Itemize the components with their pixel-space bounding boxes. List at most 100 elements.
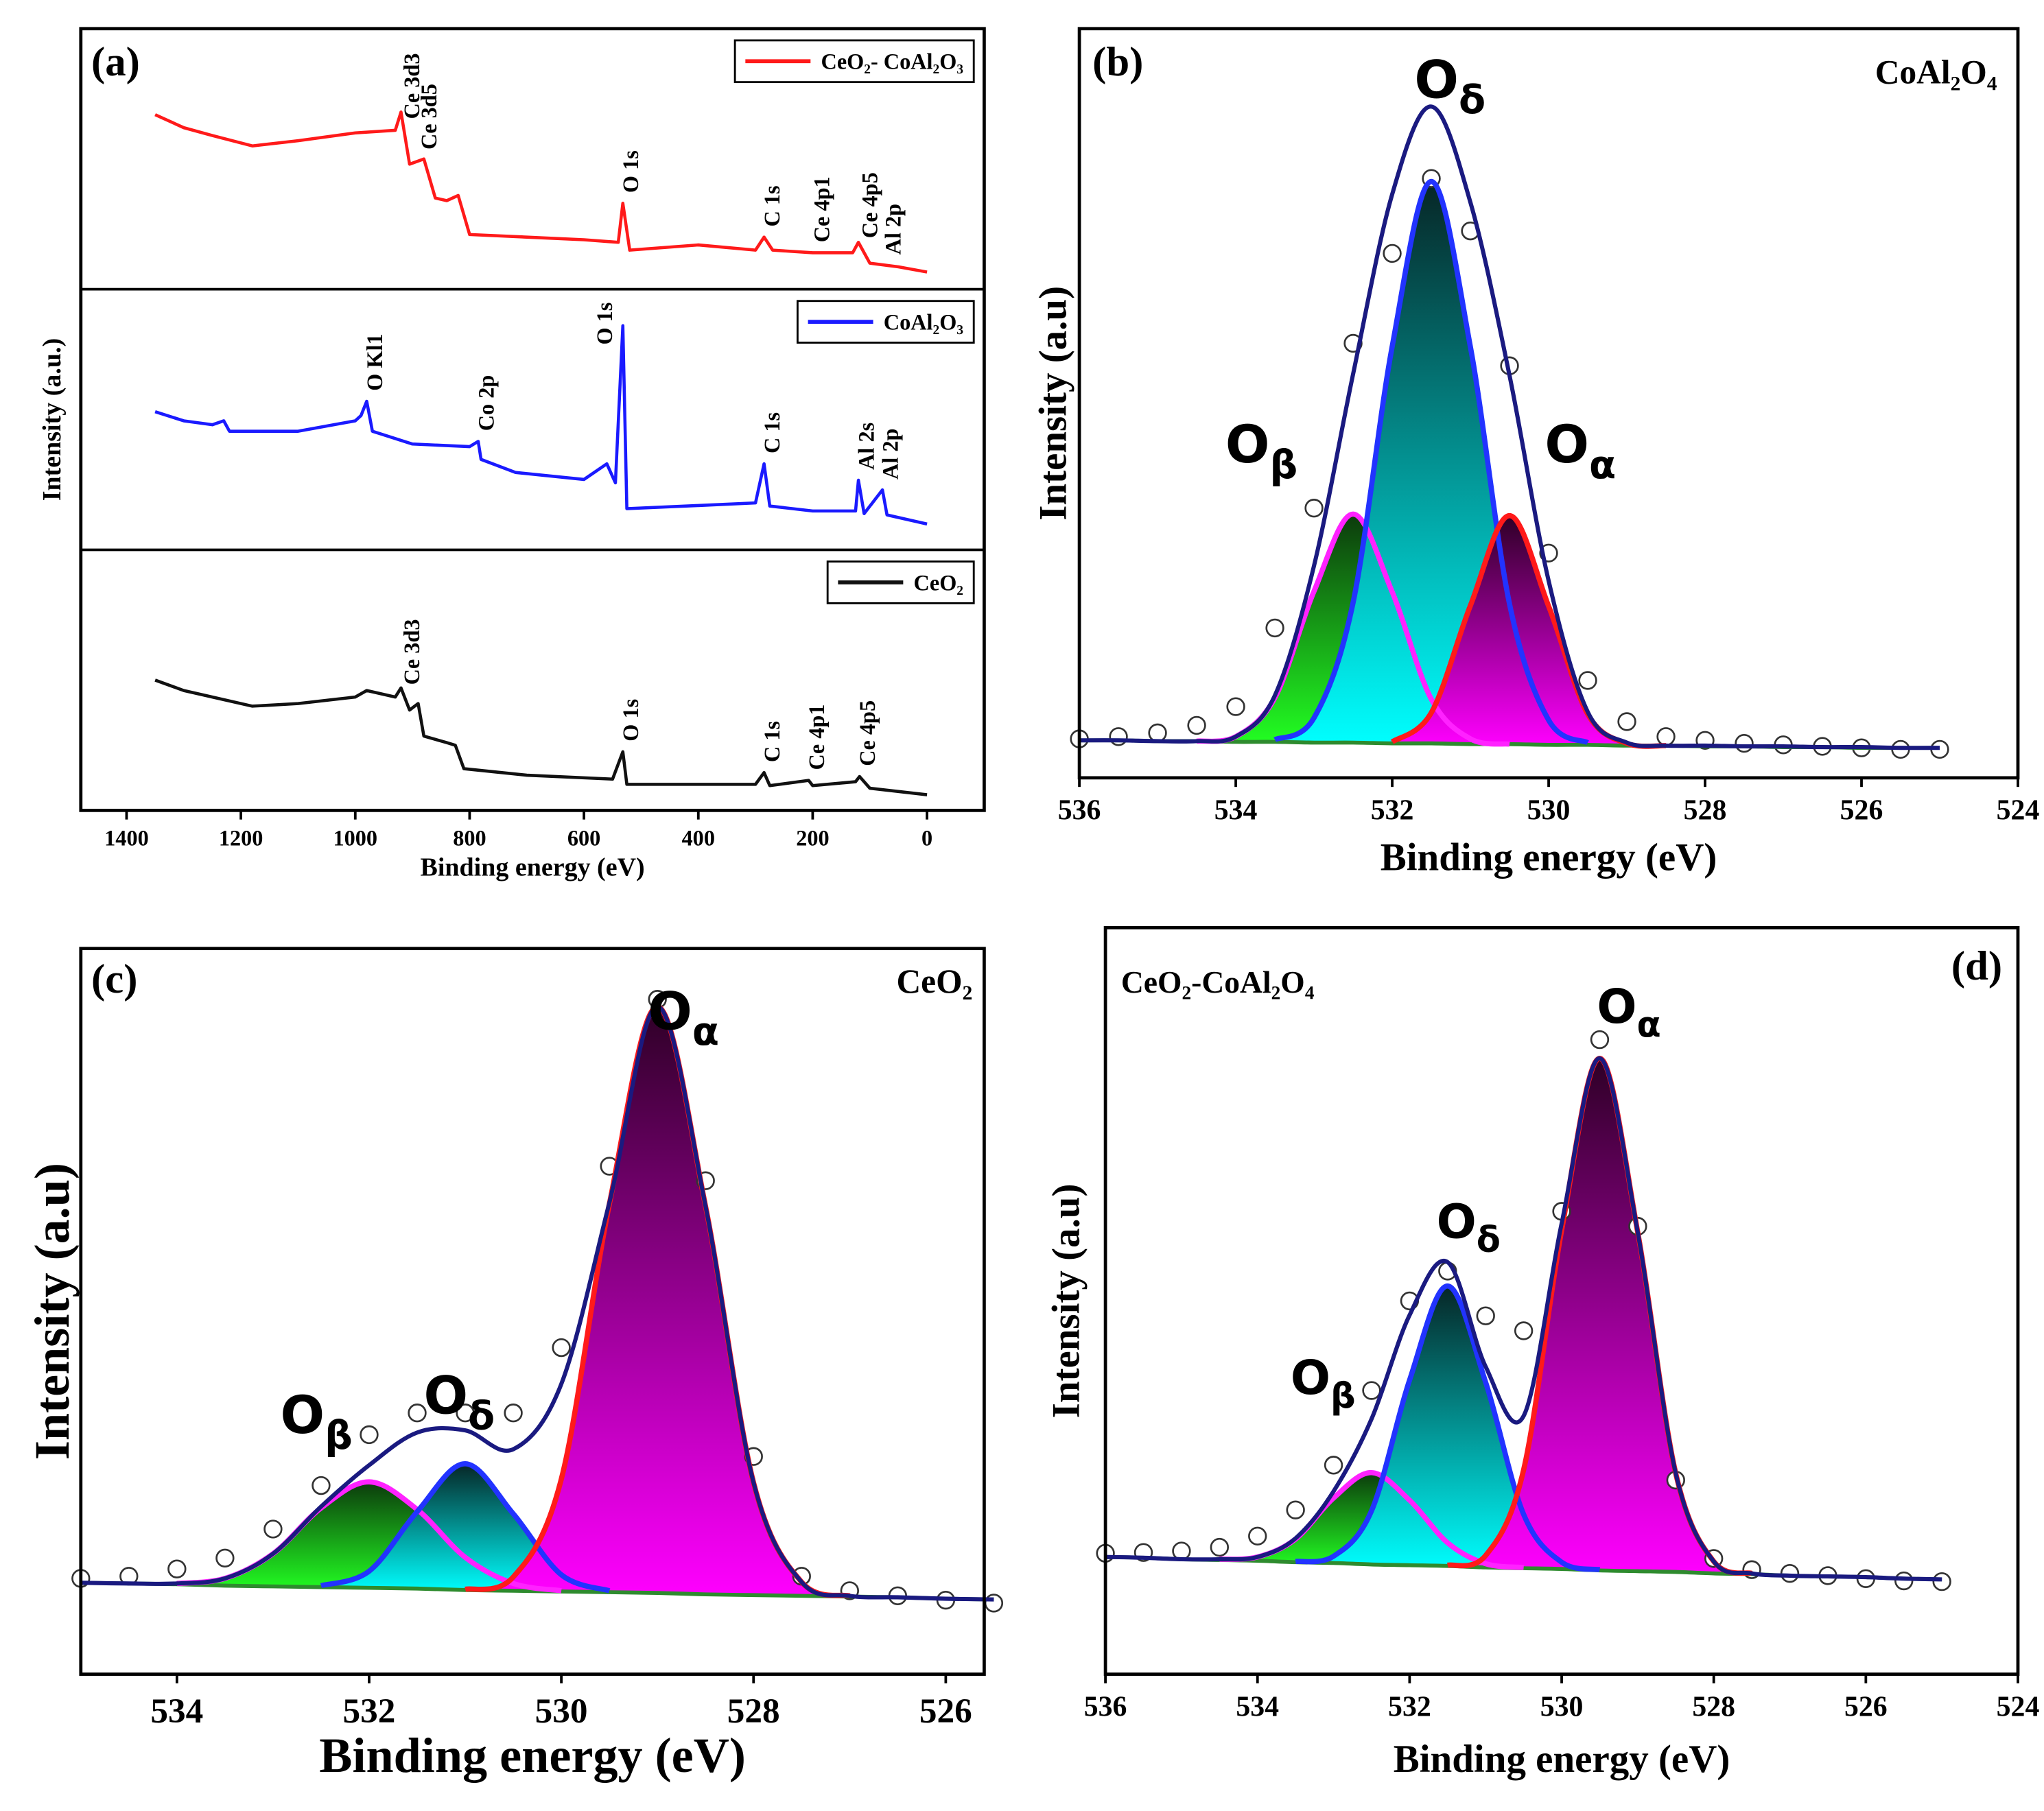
peak-annotation: O Kl1 [362, 333, 387, 390]
data-point [1226, 697, 1245, 716]
y-axis-label: Intensity (a.u.) [38, 338, 67, 501]
peak-annotation: Ce 4p1 [804, 705, 829, 770]
peak-annotation: O 1s [618, 150, 643, 193]
data-point [984, 1594, 1004, 1613]
y-axis-label: Intensity (a.u) [25, 1163, 80, 1460]
frame [79, 27, 986, 812]
x-tick-label: 534 [150, 1692, 203, 1731]
x-tick-label: 1200 [219, 826, 263, 851]
panel-title: CeO₂-CoAl₂O₄ [1121, 964, 1315, 999]
x-axis-label: Binding energy (eV) [319, 1728, 746, 1783]
data-point [312, 1476, 331, 1495]
x-tick-label: 528 [1692, 1691, 1735, 1723]
x-tick-label: 524 [1997, 795, 2040, 827]
spectrum-line [154, 324, 928, 526]
x-tick-label: 536 [1058, 795, 1101, 827]
x-tick-label: 1400 [104, 826, 149, 851]
envelope-line [1105, 1056, 1942, 1582]
data-point [1248, 1526, 1267, 1546]
envelope-line [1079, 104, 1940, 750]
panel-label: (a) [91, 39, 140, 85]
component-label: Oβ [280, 1384, 352, 1458]
data-point [1735, 733, 1754, 753]
x-tick-label: 532 [343, 1692, 396, 1731]
x-tick-label: 526 [1840, 795, 1883, 827]
data-point [1383, 244, 1402, 263]
x-tick-label: 534 [1214, 795, 1258, 827]
component-line [1295, 1283, 1601, 1572]
data-point [504, 1404, 523, 1423]
peak-annotation: C 1s [760, 185, 784, 226]
data-point [1656, 727, 1676, 746]
component-fill [465, 1006, 850, 1597]
peak-annotation: Ce 3d3 [399, 54, 424, 119]
x-tick-label: 530 [1540, 1691, 1584, 1723]
data-point [1304, 499, 1324, 518]
x-tick-label: 800 [453, 826, 486, 851]
x-axis-label: Binding energy (eV) [1381, 836, 1717, 879]
frame [79, 947, 986, 1676]
x-tick-label: 600 [567, 826, 600, 851]
frame [1077, 27, 2020, 780]
component-line [1273, 178, 1589, 746]
peak-annotation: Ce 4p5 [857, 172, 882, 238]
x-tick-label: 528 [727, 1692, 780, 1731]
envelope-line [80, 1004, 994, 1602]
data-point [1476, 1306, 1495, 1325]
component-label: Oα [1597, 980, 1660, 1046]
peak-annotation: Ce 3d3 [399, 619, 424, 685]
data-point [1894, 1571, 1914, 1591]
data-point [1324, 1456, 1343, 1475]
x-tick-label: 528 [1684, 795, 1727, 827]
data-point [552, 1338, 571, 1358]
x-tick-label: 200 [796, 826, 829, 851]
data-point [1210, 1537, 1230, 1557]
component-label: Oα [1544, 414, 1616, 488]
data-point [1187, 715, 1206, 735]
x-tick-label: 524 [1997, 1691, 2040, 1723]
panel-label: (b) [1092, 39, 1143, 85]
panel-label: (c) [91, 956, 137, 1002]
data-point [1286, 1500, 1305, 1519]
panel-title: CeO₂ [897, 962, 973, 1000]
component-label: Oβ [1225, 414, 1297, 488]
legend-label: CoAl₂O₃ [884, 310, 963, 335]
x-tick-label: 532 [1371, 795, 1414, 827]
peak-annotation: Ce 3d5 [416, 84, 441, 150]
y-axis-label: Intensity (a.u) [1032, 286, 1075, 521]
peak-annotation: C 1s [760, 721, 784, 762]
data-point [1362, 1381, 1381, 1400]
data-point [1172, 1541, 1191, 1561]
component-label: Oδ [1437, 1195, 1501, 1261]
legend-label: CeO₂ [914, 570, 963, 595]
peak-annotation: Ce 4p1 [809, 176, 834, 242]
x-tick-label: 400 [682, 826, 715, 851]
frame [1103, 925, 2020, 1676]
spectrum-line [154, 110, 928, 274]
data-point [215, 1548, 235, 1567]
data-point [408, 1404, 427, 1423]
component-fill [1392, 515, 1667, 746]
peak-annotation: Co 2p [473, 375, 498, 431]
x-tick-label: 526 [919, 1692, 972, 1731]
panel-title: CoAl₂O₄ [1875, 54, 1997, 91]
x-tick-label: 530 [535, 1692, 588, 1731]
x-tick-label: 536 [1084, 1691, 1127, 1723]
component-label: Oβ [1291, 1351, 1356, 1417]
component-fill [1447, 1058, 1752, 1574]
component-line [320, 1460, 611, 1594]
y-axis-label: Intensity (a.u) [1045, 1184, 1088, 1419]
panel-label: (d) [1951, 943, 2002, 989]
legend-label: CeO₂- CoAl₂O₃ [821, 49, 963, 74]
component-fill [1295, 1286, 1600, 1571]
data-point [456, 1404, 475, 1423]
data-point [167, 1559, 187, 1578]
x-tick-label: 526 [1844, 1691, 1888, 1723]
peak-annotation: O 1s [592, 303, 617, 345]
data-point [1265, 618, 1284, 638]
x-tick-label: 534 [1236, 1691, 1279, 1723]
data-point [1590, 1030, 1610, 1050]
data-point [1578, 671, 1597, 690]
x-tick-label: 530 [1527, 795, 1571, 827]
